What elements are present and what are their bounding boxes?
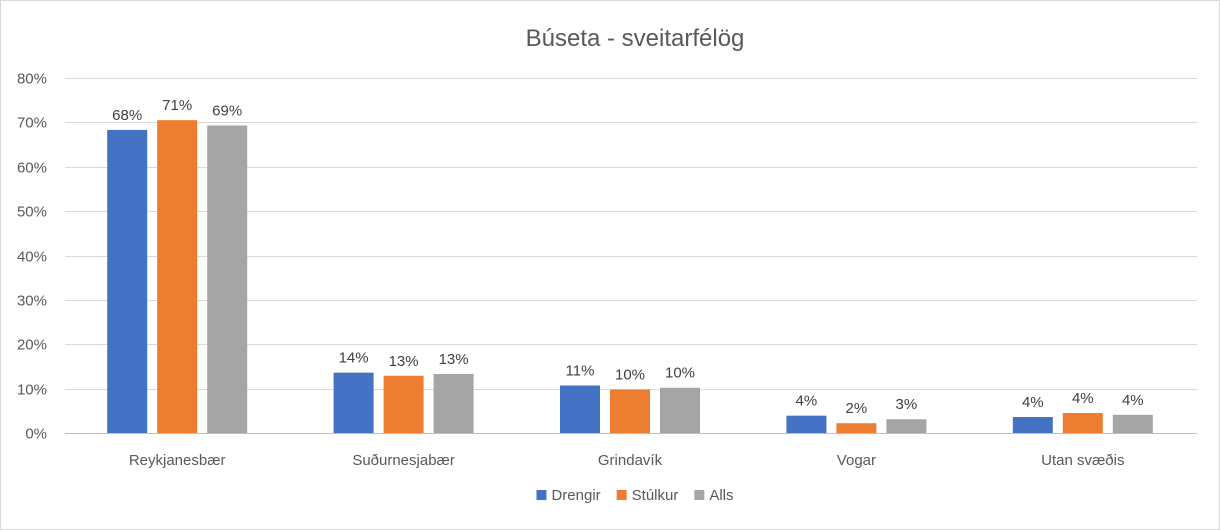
bars <box>107 120 1153 433</box>
data-label: 10% <box>665 365 695 382</box>
legend-label: Drengir <box>551 487 600 504</box>
bar <box>786 415 827 433</box>
data-label: 4% <box>1022 394 1044 411</box>
bar <box>1012 417 1053 433</box>
bar <box>836 423 877 433</box>
y-tick-label: 70% <box>17 115 47 132</box>
legend-label: Stúlkur <box>632 487 679 504</box>
legend-label: Alls <box>709 487 733 504</box>
data-label: 14% <box>339 350 369 367</box>
y-tick-label: 30% <box>17 293 47 310</box>
data-label: 4% <box>1122 392 1144 409</box>
y-tick-label: 0% <box>25 426 47 443</box>
bar <box>107 129 148 433</box>
legend-swatch <box>616 490 627 500</box>
data-label: 11% <box>566 363 595 380</box>
data-label: 4% <box>796 393 818 410</box>
y-tick-label: 50% <box>17 204 47 221</box>
bar <box>1062 413 1103 433</box>
bar <box>333 372 374 433</box>
y-tick-label: 60% <box>17 160 47 177</box>
x-tick-label: Utan svæðis <box>1041 452 1124 469</box>
bar <box>886 419 927 433</box>
data-label: 71% <box>162 97 192 114</box>
chart-title: Búseta - sveitarfélög <box>526 25 745 52</box>
bar <box>433 373 474 433</box>
data-label: 13% <box>439 351 469 368</box>
y-tick-label: 20% <box>17 337 47 354</box>
bar <box>1112 414 1153 433</box>
legend: Drengir Stúlkur Alls <box>536 487 734 504</box>
bar <box>157 120 198 433</box>
y-tick-label: 80% <box>17 71 47 88</box>
x-tick-label: Vogar <box>837 452 876 469</box>
data-label: 13% <box>389 353 419 370</box>
legend-swatch <box>536 490 547 500</box>
x-tick-label: Suðurnesjabær <box>352 452 455 469</box>
gridlines <box>65 78 1197 434</box>
bar <box>660 387 700 433</box>
y-tick-label: 40% <box>17 249 47 266</box>
x-tick-label: Reykjanesbær <box>129 452 226 469</box>
data-label: 3% <box>896 396 918 413</box>
data-labels: 68% 71% 69% 14% 13% 13% 11% 10% 10% 4% 2% 3% 4% 4% 4% <box>112 97 1143 417</box>
bar <box>610 389 650 433</box>
x-tick-label: Grindavík <box>598 452 663 469</box>
data-label: 2% <box>846 400 868 417</box>
y-axis-ticks: 0% 10% 20% 30% 40% 50% 60% 70% 80% <box>17 71 47 443</box>
x-axis-ticks: Reykjanesbær Suðurnesjabær Grindavík Vogar U… <box>129 452 1125 469</box>
legend-swatch <box>694 490 705 500</box>
y-tick-label: 10% <box>17 382 47 399</box>
bar <box>560 385 600 433</box>
data-label: 10% <box>615 367 645 384</box>
bar <box>383 375 424 433</box>
data-label: 4% <box>1072 390 1094 407</box>
data-label: 68% <box>112 107 142 124</box>
data-label: 69% <box>212 102 242 119</box>
bar <box>207 125 248 433</box>
